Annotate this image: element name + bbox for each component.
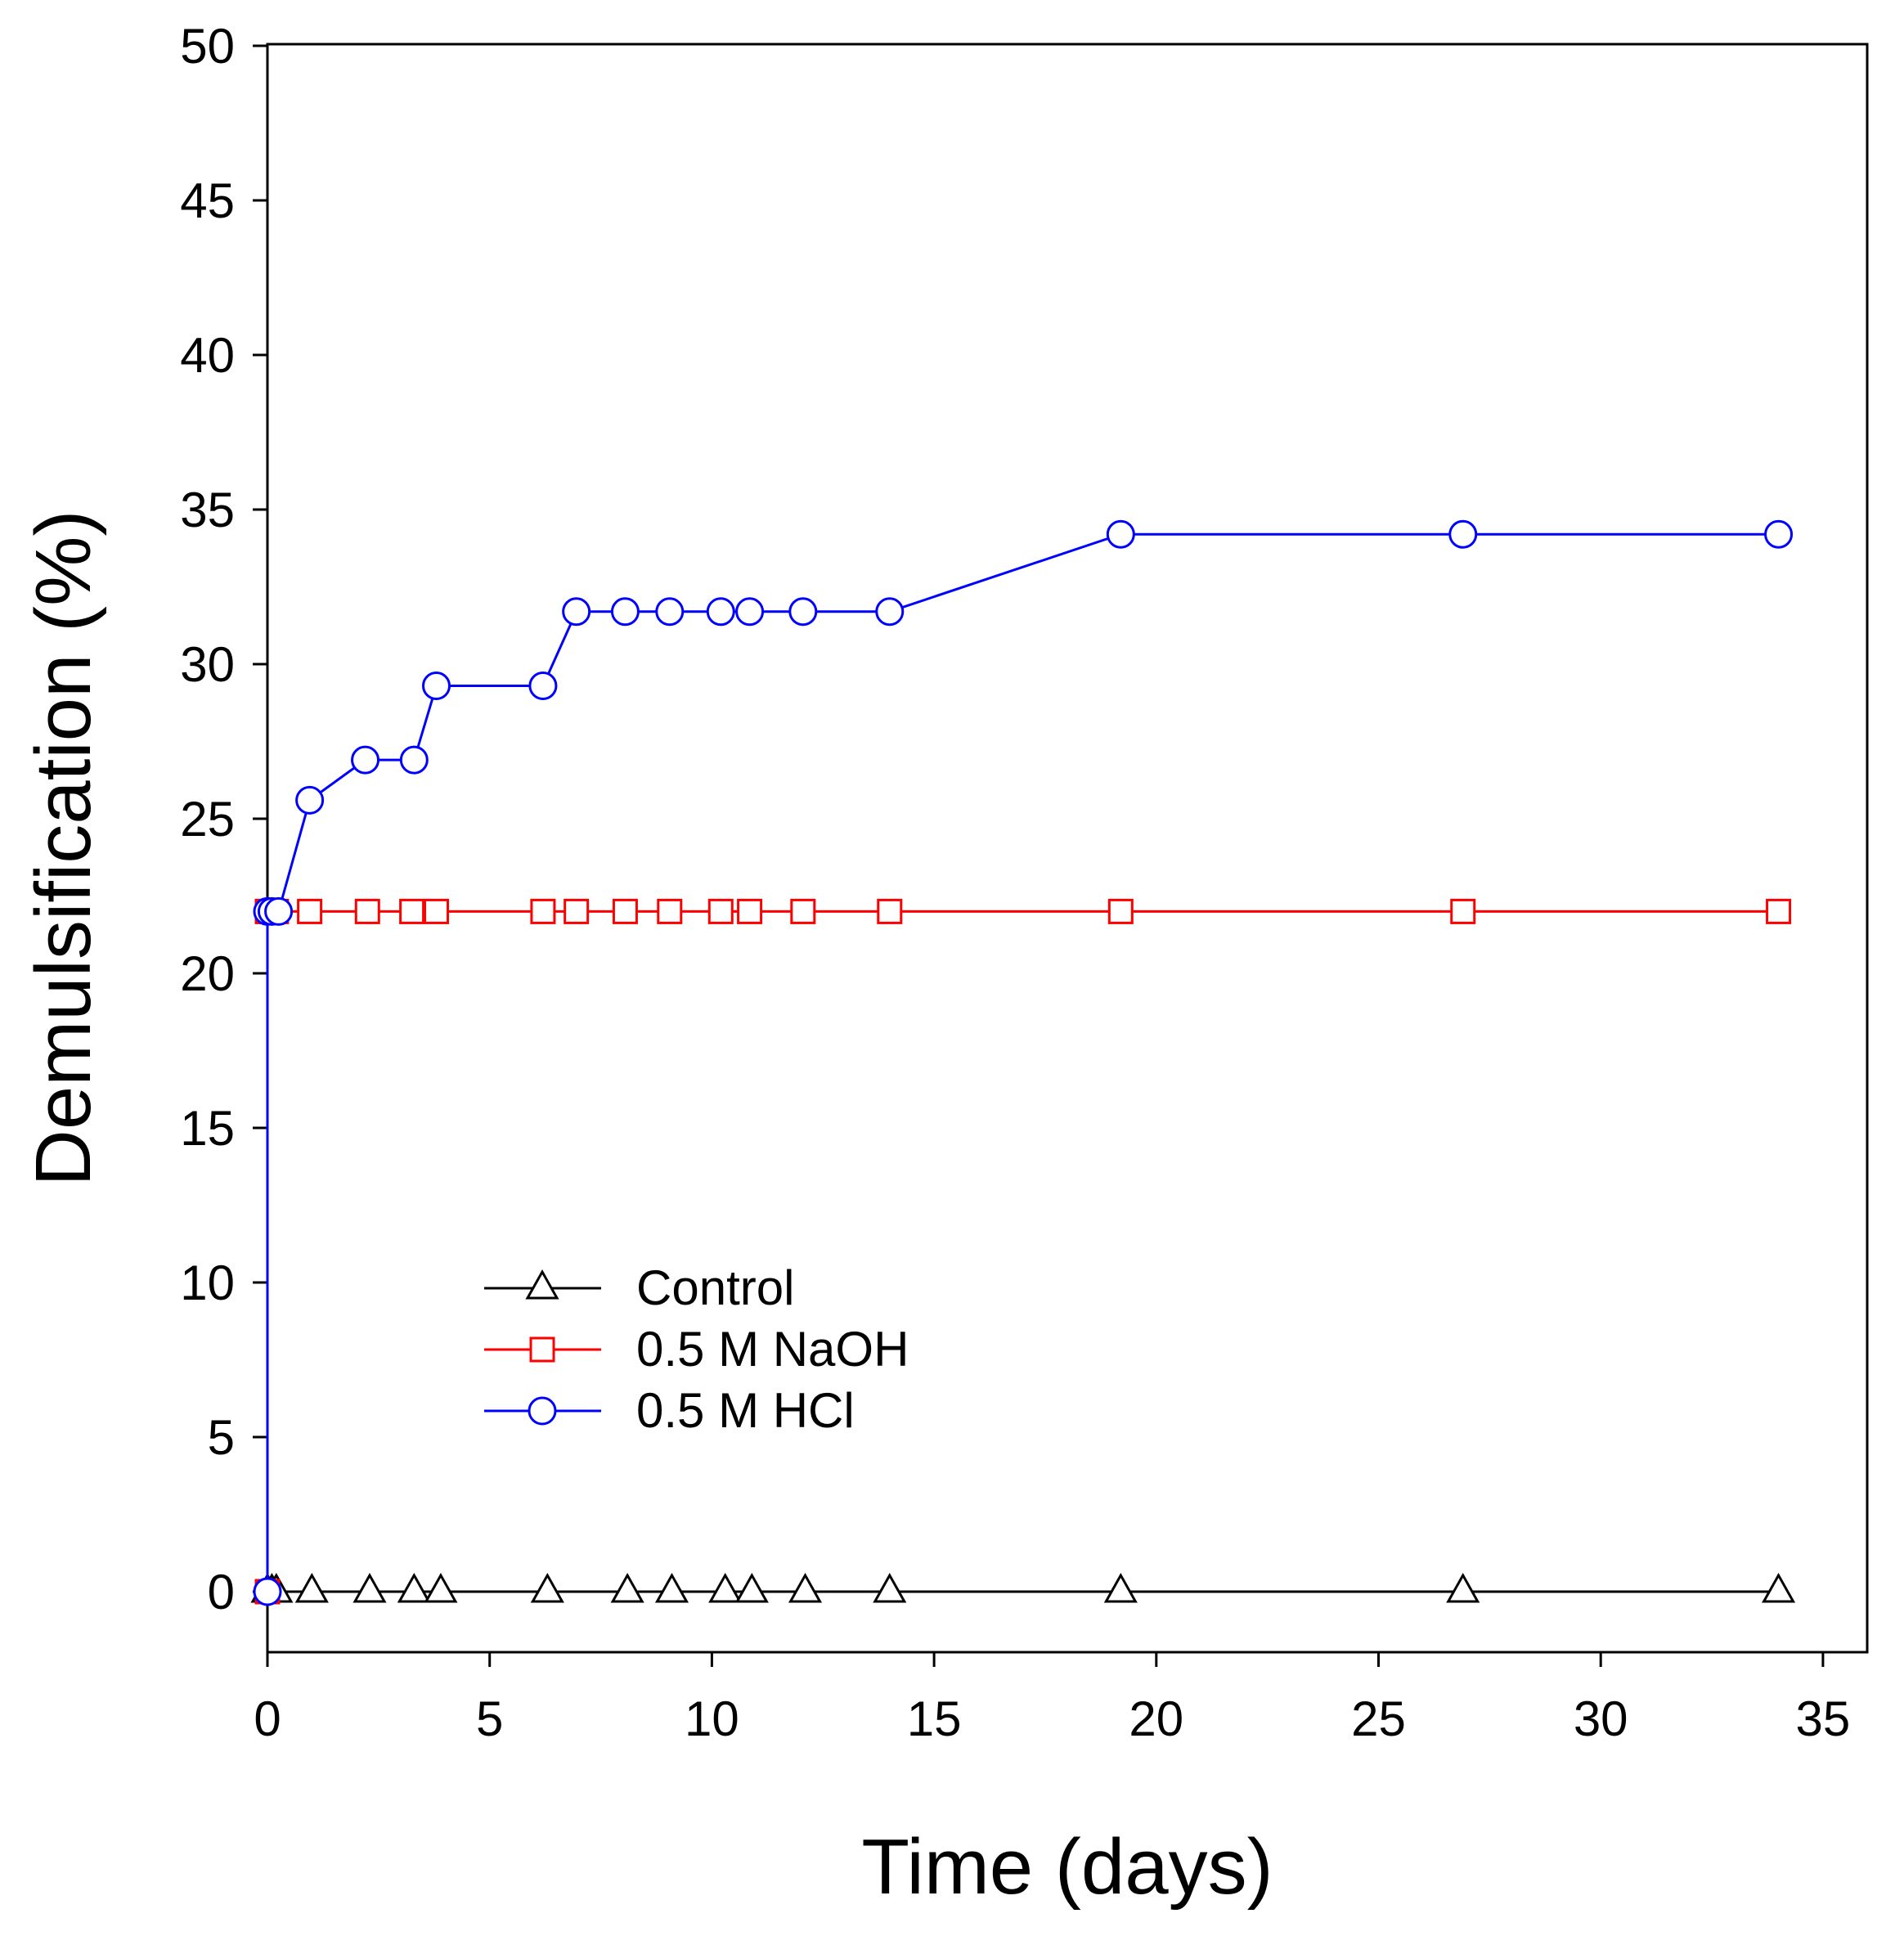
data-point-0-5-m-naoh (1766, 898, 1792, 924)
series-0-5-m-naoh (254, 898, 1792, 1605)
x-axis-title: Time (days) (861, 1823, 1273, 1911)
y-tick-label: 10 (180, 1255, 235, 1310)
y-tick-label: 25 (180, 792, 235, 847)
data-point-0-5-m-hcl (528, 671, 558, 700)
data-point-control (708, 1572, 743, 1603)
x-tick-label: 20 (1129, 1691, 1183, 1746)
data-point-0-5-m-hcl (788, 597, 818, 627)
data-point-0-5-m-hcl (735, 597, 765, 627)
x-tick-label: 30 (1574, 1691, 1628, 1746)
x-axis: 0 5 10 15 20 25 30 35 (254, 1652, 1850, 1746)
data-point-control (353, 1572, 387, 1603)
series-line-0-5-m-hcl (266, 532, 1779, 1592)
data-point-control (1446, 1572, 1480, 1603)
data-point-0-5-m-naoh (612, 898, 638, 924)
data-point-control (654, 1572, 689, 1603)
series-layer (250, 519, 1796, 1606)
data-point-0-5-m-hcl (1448, 519, 1478, 549)
data-point-0-5-m-naoh (530, 898, 556, 924)
y-tick-label: 40 (180, 328, 235, 383)
x-tick-label: 25 (1351, 1691, 1406, 1746)
data-point-control (1761, 1572, 1796, 1603)
data-point-0-5-m-naoh (354, 898, 380, 924)
data-point-0-5-m-naoh (399, 898, 425, 924)
data-point-0-5-m-hcl (1764, 519, 1794, 549)
data-point-0-5-m-hcl (399, 745, 429, 775)
data-point-0-5-m-naoh (297, 898, 323, 924)
data-point-0-5-m-hcl (253, 1577, 282, 1606)
data-point-0-5-m-hcl (351, 745, 380, 775)
y-tick-label: 20 (180, 946, 235, 1001)
data-point-0-5-m-naoh (737, 898, 763, 924)
data-point-0-5-m-hcl (1106, 519, 1135, 549)
data-point-0-5-m-hcl (264, 896, 294, 926)
data-point-0-5-m-naoh (790, 898, 816, 924)
legend-item-0-5-m-hcl: 0.5 M HCl (484, 1383, 855, 1438)
plot-frame (266, 43, 1869, 1654)
y-tick-label: 30 (180, 637, 235, 692)
y-tick-label: 0 (208, 1565, 235, 1619)
y-axis: 0 5 10 15 20 25 30 35 40 45 50 (180, 19, 267, 1619)
legend-label: 0.5 M HCl (636, 1383, 855, 1438)
data-point-control (530, 1572, 564, 1603)
series-0-5-m-hcl (253, 519, 1794, 1606)
data-point-0-5-m-hcl (610, 597, 640, 627)
legend: Control 0.5 M NaOH 0.5 M HCl (484, 1260, 909, 1438)
data-point-control (424, 1572, 458, 1603)
data-point-0-5-m-hcl (706, 597, 735, 627)
data-point-0-5-m-hcl (875, 597, 905, 627)
data-point-0-5-m-naoh (707, 898, 734, 924)
data-point-0-5-m-hcl (421, 671, 451, 700)
data-point-0-5-m-naoh (657, 898, 683, 924)
data-point-0-5-m-naoh (1450, 898, 1476, 924)
data-point-0-5-m-hcl (655, 597, 685, 627)
data-point-0-5-m-naoh (423, 898, 449, 924)
legend-marker (529, 1336, 555, 1363)
data-point-0-5-m-hcl (295, 785, 325, 815)
data-point-control (788, 1572, 823, 1603)
data-point-control (397, 1572, 431, 1603)
data-point-control (294, 1572, 329, 1603)
data-point-0-5-m-naoh (877, 898, 903, 924)
series-control (250, 1572, 1796, 1603)
data-point-control (1103, 1572, 1138, 1603)
data-point-0-5-m-naoh (1107, 898, 1134, 924)
legend-label: 0.5 M NaOH (636, 1322, 909, 1377)
data-point-control (610, 1572, 644, 1603)
x-tick-label: 5 (476, 1691, 503, 1746)
data-point-0-5-m-naoh (564, 898, 590, 924)
x-tick-label: 0 (254, 1691, 281, 1746)
legend-label: Control (636, 1260, 794, 1315)
data-point-control (873, 1572, 907, 1603)
legend-item-control: Control (484, 1260, 794, 1315)
data-point-control (734, 1572, 769, 1603)
x-tick-label: 35 (1796, 1691, 1851, 1746)
y-tick-label: 50 (180, 19, 235, 74)
x-tick-label: 10 (685, 1691, 739, 1746)
y-tick-label: 35 (180, 483, 235, 537)
y-axis-title: Demulsification (%) (20, 510, 107, 1187)
y-tick-label: 5 (208, 1410, 235, 1465)
y-tick-label: 45 (180, 173, 235, 228)
legend-item-0-5-m-naoh: 0.5 M NaOH (484, 1322, 909, 1377)
y-tick-label: 15 (180, 1101, 235, 1156)
x-tick-label: 15 (907, 1691, 962, 1746)
legend-marker (528, 1396, 557, 1426)
data-point-0-5-m-hcl (562, 597, 591, 627)
legend-marker (525, 1269, 559, 1300)
series-line-0-5-m-naoh (266, 910, 1779, 1592)
